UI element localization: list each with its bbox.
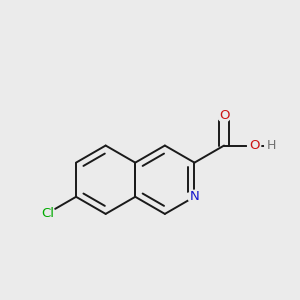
Text: O: O [219,109,229,122]
Circle shape [265,139,278,152]
Circle shape [41,206,55,220]
Text: H: H [266,139,276,152]
Circle shape [248,139,261,152]
Text: N: N [190,190,199,203]
Text: Cl: Cl [41,206,54,220]
Text: O: O [249,139,260,152]
Circle shape [218,109,231,122]
Circle shape [188,190,201,203]
